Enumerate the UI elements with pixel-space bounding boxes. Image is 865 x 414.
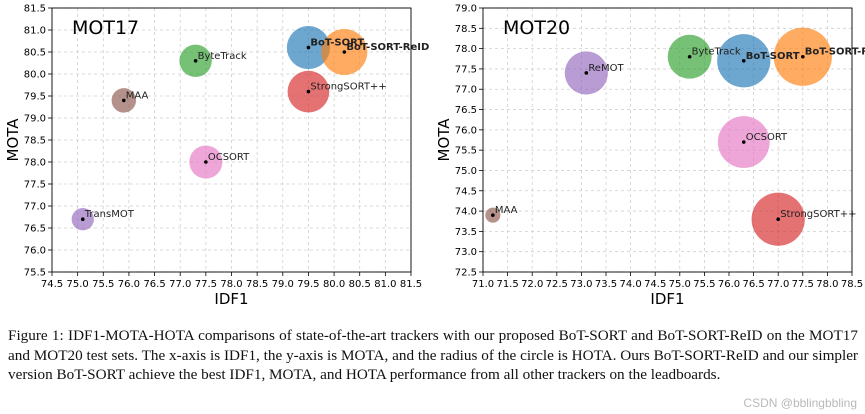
y-tick-label: 76.0 xyxy=(455,125,477,136)
chart-title: MOT20 xyxy=(503,17,570,39)
y-tick-label: 80.0 xyxy=(24,70,46,81)
x-tick-label: 78.0 xyxy=(220,279,242,290)
y-tick-label: 75.5 xyxy=(24,268,46,279)
plot-frame xyxy=(51,7,412,273)
x-tick-label: 73.5 xyxy=(595,279,617,290)
x-tick-label: 80.0 xyxy=(323,279,345,290)
chart-panel-mot17: 74.5 75.0 75.5 76.0 76.5 77.0 77.5 78.0 78.5 79.0… xyxy=(4,4,429,309)
x-tick-label: 73.0 xyxy=(570,279,592,290)
x-tick-label: 75.0 xyxy=(669,279,691,290)
point-marker xyxy=(741,140,746,144)
point-marker xyxy=(342,50,347,54)
y-tick-label: 76.0 xyxy=(24,246,46,257)
y-axis-label: MOTA xyxy=(435,118,453,162)
point-label: ByteTrack xyxy=(692,47,741,58)
y-axis-label: MOTA xyxy=(4,118,22,162)
x-tick-label: 78.5 xyxy=(246,279,268,290)
point-label: OCSORT xyxy=(208,152,250,163)
x-tick-label: 71.0 xyxy=(472,279,494,290)
point-label: BoT-SORT-ReID xyxy=(805,47,865,58)
x-tick-label: 79.0 xyxy=(272,279,294,290)
x-tick-label: 79.5 xyxy=(297,279,319,290)
point-marker xyxy=(687,54,692,59)
y-tick-label: 78.0 xyxy=(455,44,477,55)
point-label: StrongSORT++ xyxy=(780,209,856,220)
x-tick-label: 77.0 xyxy=(169,279,191,290)
point-label: ByteTrack xyxy=(198,51,247,62)
figure-caption: Figure 1: IDF1-MOTA-HOTA comparisons of … xyxy=(8,327,858,384)
y-tick-label: 75.5 xyxy=(455,146,477,157)
x-tick-label: 76.5 xyxy=(742,279,764,290)
figure: 74.5 75.0 75.5 76.0 76.5 77.0 77.5 78.0 78.5 79.0… xyxy=(4,4,865,309)
y-tick-label: 80.5 xyxy=(24,48,46,59)
x-tick-label: 75.5 xyxy=(92,279,114,290)
point-label: BoT-SORT xyxy=(310,38,364,49)
y-tick-label: 77.0 xyxy=(455,85,477,96)
watermark: CSDN @bblingbbling xyxy=(743,396,857,410)
y-tick-label: 79.0 xyxy=(455,4,477,15)
point-marker xyxy=(204,160,208,164)
y-tick-label: 73.0 xyxy=(455,247,477,258)
plot-frame xyxy=(482,7,853,273)
x-tick-label: 72.5 xyxy=(546,279,568,290)
point-label: BoT-SORT xyxy=(746,51,800,62)
y-tick-label: 73.5 xyxy=(455,227,477,238)
x-tick-label: 78.0 xyxy=(816,279,838,290)
y-tick-label: 77.5 xyxy=(24,180,46,191)
point-marker xyxy=(491,213,495,217)
chart-panel-mot20: 71.0 71.5 72.0 72.5 73.0 73.5 74.0 74.5 75.0 75.5… xyxy=(435,4,865,309)
x-tick-label: 81.0 xyxy=(374,279,396,290)
point-label: OCSORT xyxy=(746,132,788,143)
y-tick-label: 78.0 xyxy=(24,158,46,169)
y-tick-label: 77.5 xyxy=(455,64,477,75)
x-tick-label: 75.5 xyxy=(693,279,715,290)
point-marker xyxy=(306,45,311,50)
x-tick-label: 76.0 xyxy=(718,279,740,290)
point-label: TransMOT xyxy=(84,209,135,220)
x-tick-label: 75.0 xyxy=(67,279,89,290)
y-tick-label: 81.5 xyxy=(24,4,46,15)
point-marker xyxy=(801,54,805,59)
y-tick-label: 78.5 xyxy=(24,136,46,147)
x-tick-label: 72.0 xyxy=(521,279,543,290)
point-marker xyxy=(80,217,85,221)
x-tick-label: 78.5 xyxy=(841,279,863,290)
x-tick-label: 74.5 xyxy=(644,279,666,290)
x-tick-label: 80.5 xyxy=(349,279,371,290)
y-tick-label: 79.0 xyxy=(24,114,46,125)
point-marker xyxy=(776,217,780,221)
y-tick-label: 78.5 xyxy=(455,24,477,35)
point-label: BoT-SORT-ReID xyxy=(346,42,429,53)
point-label: MAA xyxy=(495,205,518,216)
x-tick-label: 77.5 xyxy=(792,279,814,290)
x-tick-label: 77.0 xyxy=(767,279,789,290)
point-marker xyxy=(741,59,746,63)
y-tick-label: 74.0 xyxy=(455,207,477,218)
y-tick-label: 79.5 xyxy=(24,92,46,103)
y-tick-label: 76.5 xyxy=(455,105,477,116)
y-tick-label: 75.0 xyxy=(455,166,477,177)
x-axis-label: IDF1 xyxy=(214,290,248,308)
chart-title: MOT17 xyxy=(72,17,139,39)
x-axis-label: IDF1 xyxy=(650,290,684,308)
point-marker xyxy=(584,71,589,75)
x-tick-label: 81.5 xyxy=(400,279,422,290)
y-tick-label: 76.5 xyxy=(24,224,46,235)
x-tick-label: 76.5 xyxy=(143,279,165,290)
y-tick-label: 72.5 xyxy=(455,268,477,279)
x-tick-label: 76.0 xyxy=(118,279,140,290)
x-tick-label: 71.5 xyxy=(496,279,518,290)
x-tick-label: 74.0 xyxy=(619,279,641,290)
point-label: MAA xyxy=(126,90,149,101)
point-marker xyxy=(306,89,311,94)
point-marker xyxy=(193,59,198,63)
y-tick-label: 74.5 xyxy=(455,186,477,197)
x-tick-label: 77.5 xyxy=(195,279,217,290)
y-tick-label: 81.0 xyxy=(24,26,46,37)
point-label: ReMOT xyxy=(588,63,624,74)
point-marker xyxy=(122,98,126,103)
y-tick-label: 77.0 xyxy=(24,202,46,213)
x-tick-label: 74.5 xyxy=(41,279,63,290)
point-label: StrongSORT++ xyxy=(310,82,386,93)
